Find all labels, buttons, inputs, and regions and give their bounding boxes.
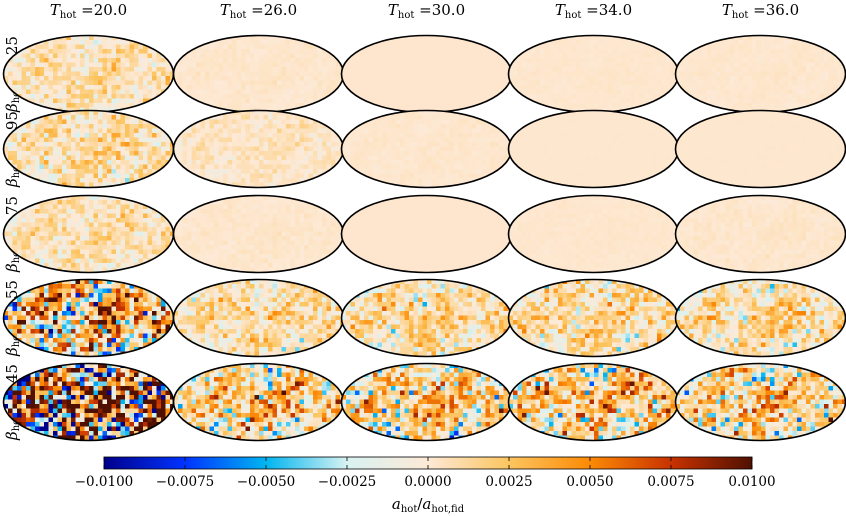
colorbar-label: ahot/ahot,fid (392, 495, 465, 515)
column-header: Thot =26.0 (220, 1, 297, 21)
map-grid (2, 34, 846, 442)
sky-map-panel (507, 278, 680, 358)
colorbar-tick-label: 0.0050 (566, 474, 613, 490)
colorbar-tick-label: 0.0100 (728, 474, 775, 490)
sky-map-panel (674, 34, 846, 114)
sky-map-panel (674, 194, 846, 274)
column-header: Thot =36.0 (722, 1, 799, 21)
column-headers: Thot =20.0 Thot =26.0 Thot =30.0 Thot =34.0… (50, 1, 799, 21)
colorbar-tick-label: 0.0075 (647, 474, 694, 490)
colorbar-tick-label: 0.0025 (485, 474, 532, 490)
sky-map-panel (340, 194, 513, 274)
sky-map-panel (340, 109, 513, 189)
sky-map-panel (340, 34, 513, 114)
sky-map-panel (507, 109, 680, 189)
column-header: Thot =30.0 (388, 1, 465, 21)
sky-map-panel (674, 109, 846, 189)
sky-map-panel (674, 278, 846, 358)
colorbar-tick-label: −0.0025 (318, 474, 377, 490)
sky-map-panel (340, 362, 513, 442)
sky-map-panel (2, 362, 175, 442)
sky-map-panel (172, 194, 345, 274)
sky-map-panel (340, 278, 513, 358)
sky-map-panel (507, 194, 680, 274)
sky-map-panel (2, 194, 175, 274)
sky-map-panel (507, 34, 680, 114)
sky-map-panel (2, 109, 175, 189)
colorbar-tick-label: −0.0050 (237, 474, 296, 490)
colorbar-tick-label: −0.0100 (75, 474, 134, 490)
column-header: Thot =20.0 (50, 1, 127, 21)
sky-map-panel (2, 278, 175, 358)
colorbar: −0.0100 −0.0075 −0.0050 −0.0025 0.0000 0.0025… (75, 456, 776, 515)
sky-map-panel (172, 109, 345, 189)
map-background (341, 35, 512, 113)
sky-map-panel (674, 362, 846, 442)
sky-map-panel (172, 278, 345, 358)
sky-map-panel (507, 362, 680, 442)
colorbar-tick-label: −0.0075 (156, 474, 215, 490)
map-background (341, 195, 512, 273)
sky-map-panel (172, 34, 345, 114)
column-header: Thot =34.0 (555, 1, 632, 21)
colorbar-tick-label: 0.0000 (404, 474, 451, 490)
sky-map-panel (172, 362, 345, 442)
sky-map-panel (2, 34, 175, 114)
